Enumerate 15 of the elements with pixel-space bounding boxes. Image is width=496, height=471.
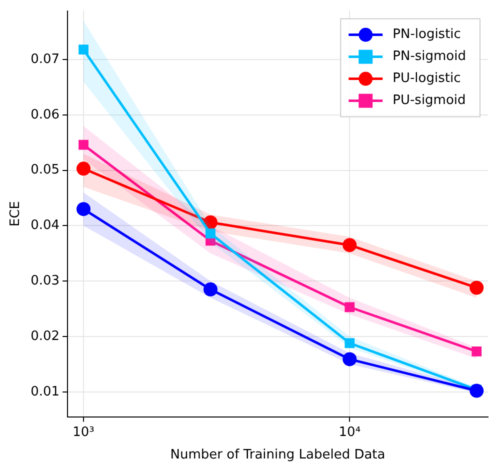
- y-tick-label: 0.05: [30, 162, 60, 178]
- x-tick-label: 10³: [72, 424, 94, 440]
- y-axis-title: ECE: [8, 201, 24, 227]
- y-tick-label: 0.06: [30, 107, 60, 122]
- legend-label: PU-sigmoid: [392, 93, 466, 108]
- y-tick-label: 0.03: [30, 273, 60, 288]
- y-tick-label: 0.01: [30, 384, 60, 400]
- y-tick-label: 0.07: [30, 52, 60, 67]
- legend-label: PN-sigmoid: [392, 49, 466, 64]
- legend-label: PU-logistic: [392, 71, 461, 86]
- y-tick-label: 0.02: [30, 328, 60, 344]
- x-tick-label: 10⁴: [338, 424, 361, 440]
- legend-label: PN-logistic: [392, 27, 461, 42]
- y-tick-label: 0.04: [30, 218, 60, 234]
- x-axis-title: Number of Training Labeled Data: [170, 448, 386, 463]
